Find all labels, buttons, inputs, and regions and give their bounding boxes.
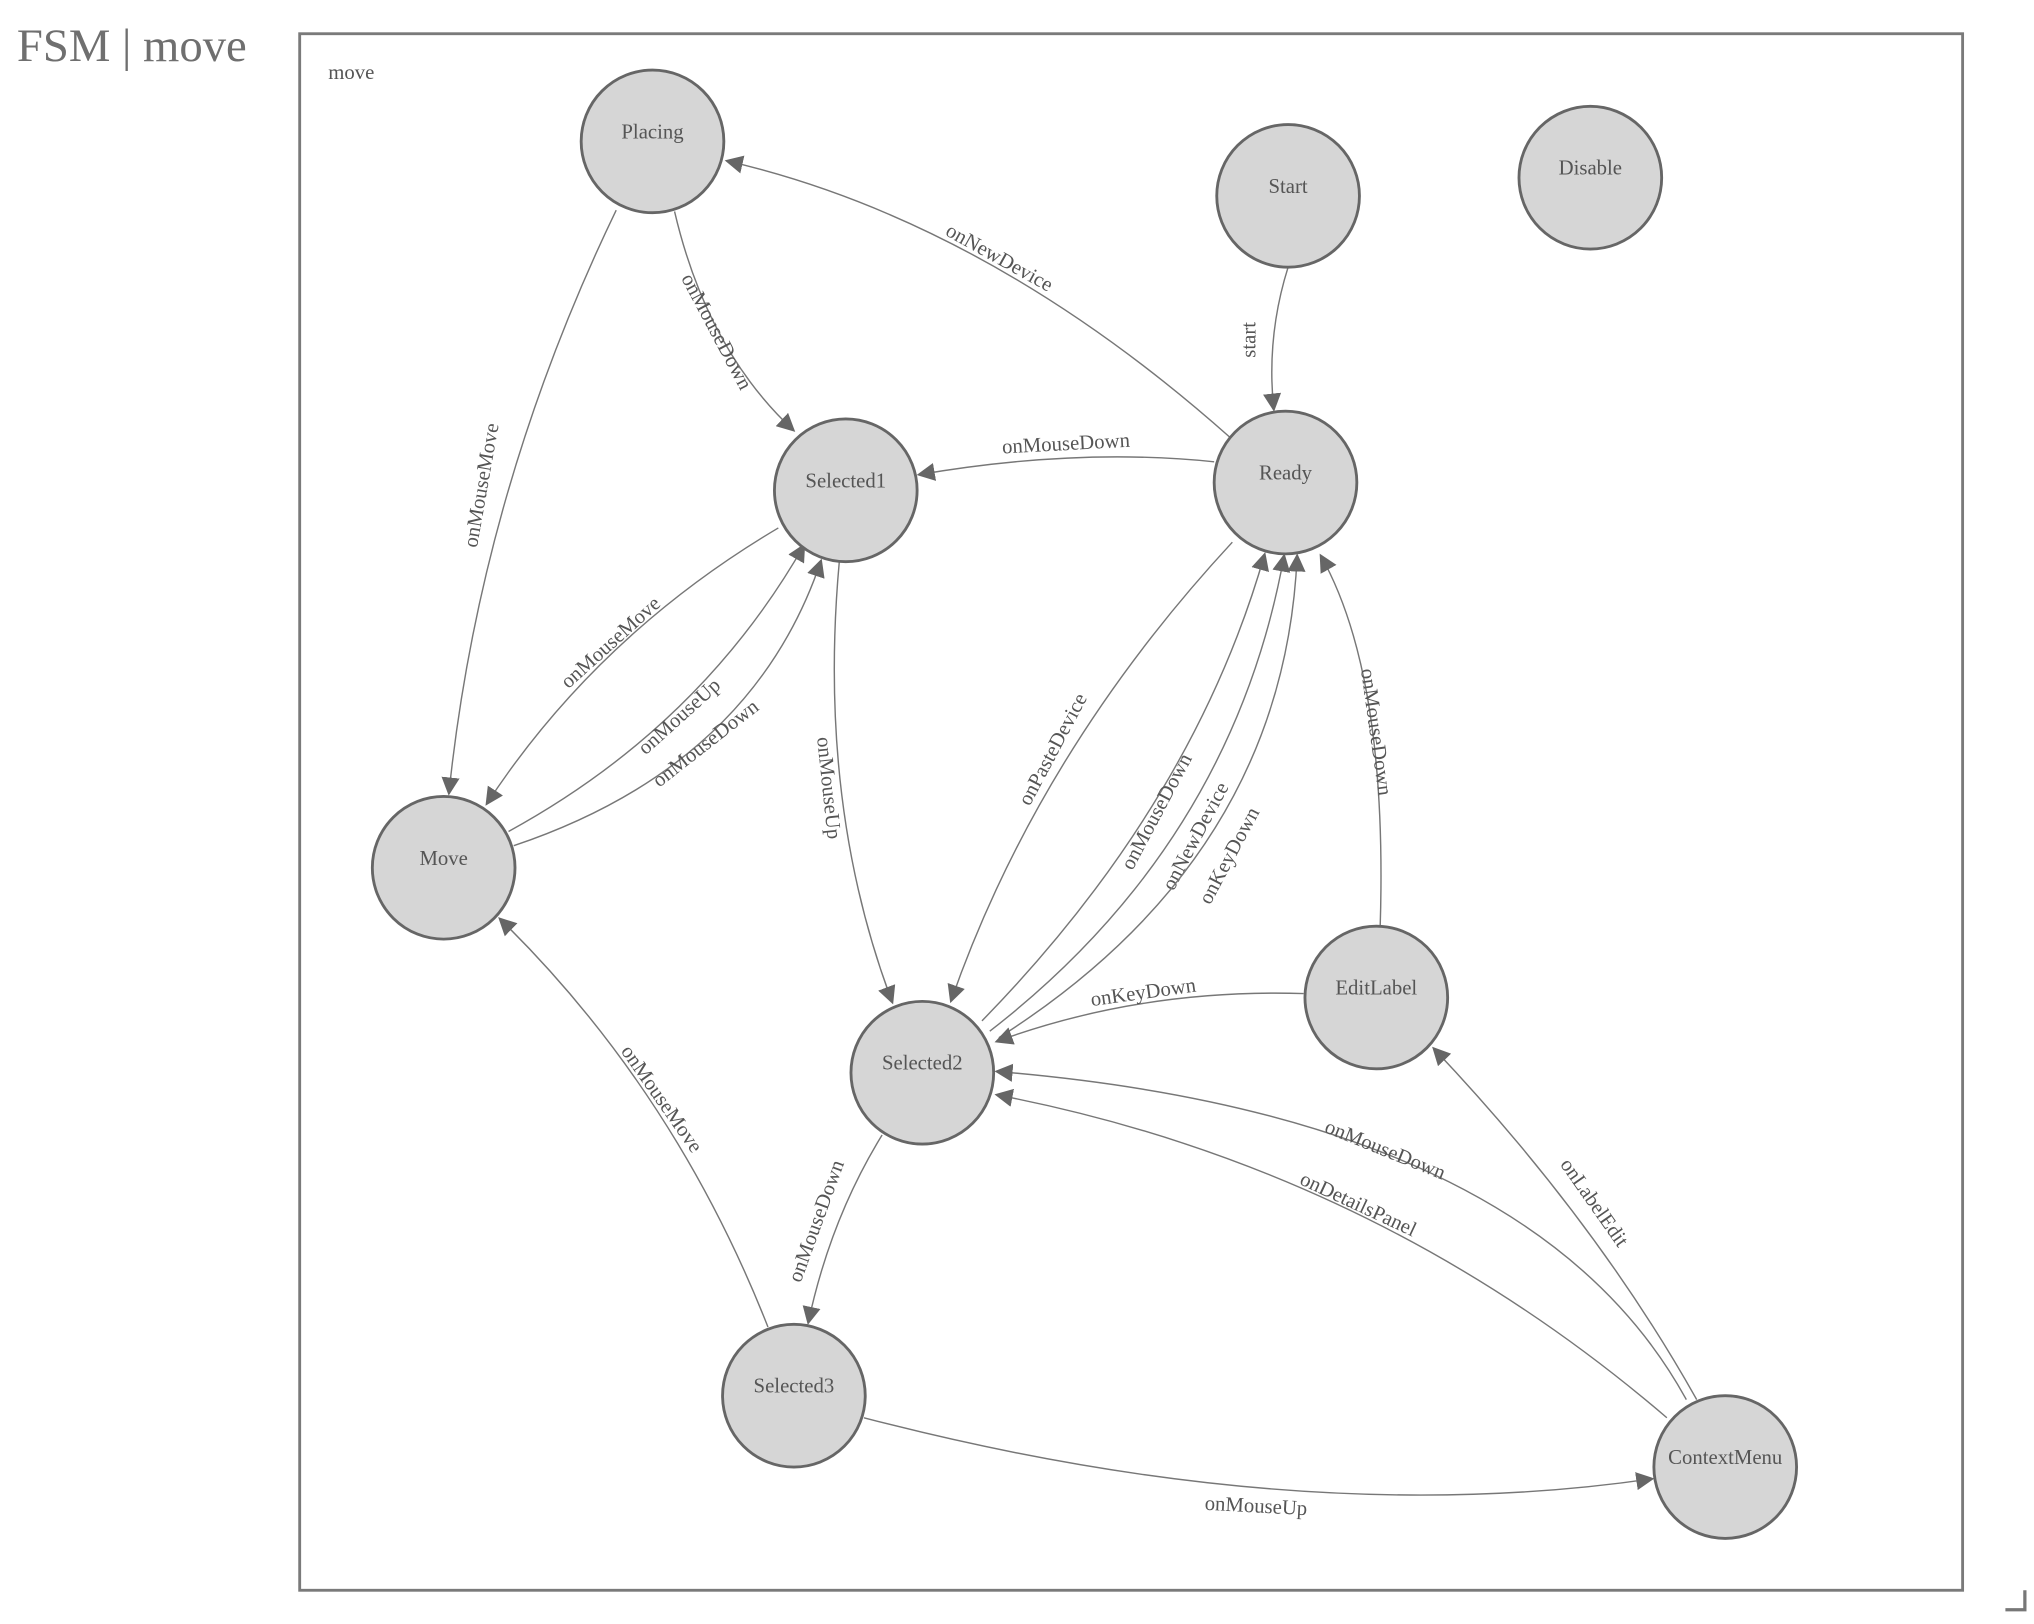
edge-selected3-to-move: onMouseMove <box>498 917 769 1328</box>
diagram-frame <box>298 32 1965 1592</box>
edge-move-to-selected1: onMouseUp <box>508 543 806 833</box>
state-circle[interactable] <box>1517 104 1664 251</box>
edge-ready-to-placing: onNewDevice <box>724 155 1231 438</box>
group-label: move <box>328 62 374 84</box>
transition-arrow <box>1263 266 1289 412</box>
transition-arrow <box>673 211 796 432</box>
state-placing[interactable]: Placing <box>579 68 726 215</box>
transition-arrow <box>994 1063 1687 1400</box>
transition-arrow <box>998 553 1306 1039</box>
edge-placing-to-selected1: onMouseDown <box>673 211 796 432</box>
edge-contextmenu-to-editlabel: onLabelEdit <box>1432 1046 1698 1400</box>
state-label: Ready <box>1259 463 1313 485</box>
transition-arrow <box>947 541 1233 1004</box>
state-label: Move <box>419 848 467 870</box>
transition-label: onLabelEdit <box>1556 1155 1633 1252</box>
transition-arrow <box>1432 1046 1698 1400</box>
state-label: Selected1 <box>805 470 886 492</box>
page-title: FSM | move <box>17 20 247 72</box>
edge-selected3-to-contextmenu: onMouseUp <box>863 1417 1655 1520</box>
transition-label: onKeyDown <box>1089 974 1198 1011</box>
transition-label: onPasteDevice <box>1015 690 1092 809</box>
edge-move-to-selected1: onMouseDown <box>513 558 825 847</box>
transition-arrow <box>513 558 825 847</box>
transition-arrow <box>916 456 1215 481</box>
state-label: Selected3 <box>754 1376 835 1398</box>
state-label: Placing <box>621 121 683 143</box>
transition-arrow <box>994 1088 1668 1419</box>
transition-label: onMouseMove <box>557 593 665 693</box>
edge-editlabel-to-ready: onMouseDown <box>1319 553 1396 927</box>
transition-label: onMouseDown <box>676 270 756 394</box>
state-circle[interactable] <box>1303 924 1450 1071</box>
state-circle[interactable] <box>1212 409 1359 556</box>
state-ready[interactable]: Ready <box>1212 409 1359 556</box>
state-circle[interactable] <box>579 68 726 215</box>
transition-arrow <box>485 527 779 806</box>
edge-selected2-to-selected3: onMouseDown <box>785 1134 883 1325</box>
transition-arrow <box>833 561 896 1005</box>
edge-selected1-to-move: onMouseMove <box>485 527 779 806</box>
state-label: Start <box>1268 176 1307 198</box>
state-selected2[interactable]: Selected2 <box>849 999 996 1146</box>
transition-label: onMouseDown <box>1356 667 1396 797</box>
transition-arrow <box>441 209 617 796</box>
resize-handle[interactable] <box>2005 1590 2027 1612</box>
transition-arrow <box>981 552 1269 1022</box>
state-move[interactable]: Move <box>370 795 517 941</box>
state-disable[interactable]: Disable <box>1517 104 1664 251</box>
state-selected1[interactable]: Selected1 <box>773 417 919 564</box>
transition-label: onMouseDown <box>1322 1116 1449 1185</box>
transition-arrow <box>989 553 1291 1032</box>
transition-label: start <box>1239 322 1261 358</box>
state-start[interactable]: Start <box>1215 123 1361 269</box>
transition-arrow <box>863 1417 1655 1496</box>
transition-label: onMouseDown <box>1002 430 1132 459</box>
transition-label: onMouseMove <box>616 1041 706 1157</box>
state-label: Selected2 <box>882 1053 963 1075</box>
state-selected3[interactable]: Selected3 <box>721 1322 867 1469</box>
state-label: Disable <box>1559 158 1622 180</box>
state-circle[interactable] <box>1652 1394 1798 1540</box>
state-circle[interactable] <box>370 795 517 941</box>
transition-label: onNewDevice <box>942 220 1056 297</box>
transition-arrow <box>994 992 1304 1045</box>
edge-placing-to-move: onMouseMove <box>441 209 617 796</box>
transition-arrow <box>1319 553 1382 927</box>
transition-arrow <box>724 155 1231 438</box>
state-circle[interactable] <box>773 417 919 564</box>
transition-arrow <box>802 1134 883 1325</box>
state-contextmenu[interactable]: ContextMenu <box>1652 1394 1798 1540</box>
edge-ready-to-selected1: onMouseDown <box>916 430 1215 481</box>
state-editlabel[interactable]: EditLabel <box>1303 924 1450 1071</box>
transition-label: onMouseUp <box>1204 1493 1308 1520</box>
state-circle[interactable] <box>721 1322 867 1469</box>
edge-selected1-to-selected2: onMouseUp <box>812 561 896 1005</box>
state-circle[interactable] <box>849 999 996 1146</box>
transition-label: onDetailsPanel <box>1297 1168 1420 1241</box>
edge-start-to-ready: start <box>1239 266 1289 412</box>
transition-arrow <box>508 543 806 833</box>
state-label: ContextMenu <box>1668 1447 1783 1469</box>
state-label: EditLabel <box>1335 977 1417 999</box>
state-circle[interactable] <box>1215 123 1361 269</box>
transition-arrow <box>498 917 769 1328</box>
transition-label: onMouseUp <box>812 736 845 840</box>
